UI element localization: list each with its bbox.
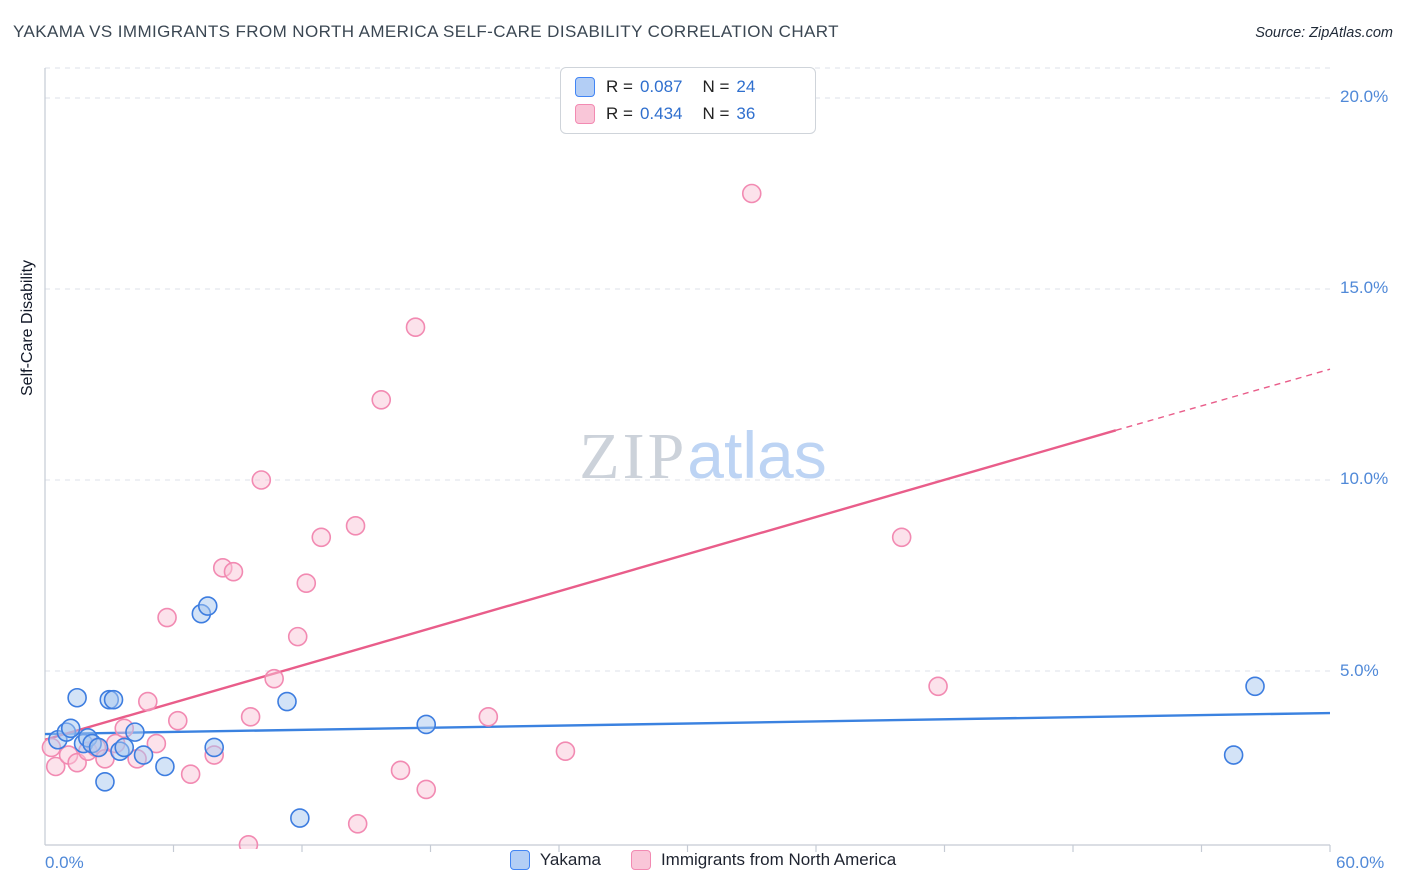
y-tick-10: 10.0% <box>1340 469 1389 488</box>
yakama-swatch-icon <box>509 850 530 870</box>
scatter-point[interactable] <box>290 808 310 828</box>
immigrants-swatch-icon <box>575 104 595 124</box>
y-tick-15: 15.0% <box>1340 278 1389 297</box>
n-value: 36 <box>736 104 756 123</box>
scatter-point[interactable] <box>180 764 201 784</box>
scatter-point[interactable] <box>45 756 66 777</box>
scatter-point[interactable] <box>416 779 437 800</box>
y-axis-label: Self-Care Disability <box>19 259 36 396</box>
legend-item-yakama: Yakama <box>509 850 601 870</box>
stats-row-immigrants: R = 0.434 N = 36 <box>575 104 801 124</box>
legend-label: Yakama <box>539 850 601 869</box>
scatter-point[interactable] <box>251 470 272 490</box>
bottom-legend: Yakama Immigrants from North America <box>0 850 1406 870</box>
scatter-point[interactable] <box>67 687 87 708</box>
scatter-point[interactable] <box>167 710 188 731</box>
n-label: N = <box>702 77 730 96</box>
scatter-point[interactable] <box>296 573 317 593</box>
scatter-point[interactable] <box>157 607 177 628</box>
scatter-point[interactable] <box>478 707 499 727</box>
r-value: 0.087 <box>639 77 683 96</box>
scatter-point[interactable] <box>928 676 948 697</box>
scatter-point[interactable] <box>103 689 124 710</box>
scatter-point[interactable] <box>390 760 411 781</box>
scatter-point[interactable] <box>287 626 308 647</box>
scatter-point[interactable] <box>345 516 366 536</box>
immigrants-swatch-icon <box>630 850 651 870</box>
scatter-point[interactable] <box>155 756 175 777</box>
x-tick-min: 0.0% <box>45 853 84 872</box>
r-label: R = <box>606 104 633 123</box>
scatter-point[interactable] <box>223 561 244 582</box>
scatter-point[interactable] <box>240 707 261 727</box>
scatter-point[interactable] <box>204 737 224 758</box>
scatter-point[interactable] <box>371 389 392 410</box>
r-value: 0.434 <box>639 104 683 123</box>
scatter-point[interactable] <box>741 183 762 204</box>
trend-line <box>44 711 1331 736</box>
trend-line <box>1115 368 1331 432</box>
y-tick-5: 5.0% <box>1340 661 1379 680</box>
scatter-point[interactable] <box>1223 745 1244 765</box>
scatter-point[interactable] <box>277 691 297 712</box>
trend-line <box>44 429 1117 741</box>
n-value: 24 <box>736 77 756 96</box>
scatter-point[interactable] <box>133 745 154 765</box>
source-link[interactable]: Source: ZipAtlas.com <box>1255 25 1393 41</box>
scatter-point[interactable] <box>1245 676 1265 697</box>
scatter-point[interactable] <box>138 691 158 712</box>
scatter-point[interactable] <box>114 737 135 758</box>
scatter-point[interactable] <box>555 741 576 762</box>
chart-title: YAKAMA VS IMMIGRANTS FROM NORTH AMERICA … <box>13 22 839 41</box>
scatter-point[interactable] <box>125 722 145 742</box>
scatter-point[interactable] <box>146 733 167 754</box>
scatter-point[interactable] <box>197 596 218 616</box>
scatter-point[interactable] <box>264 668 284 689</box>
legend-item-immigrants: Immigrants from North America <box>630 850 897 870</box>
x-tick-max: 60.0% <box>1336 853 1385 872</box>
scatter-point[interactable] <box>60 718 81 739</box>
scatter-point[interactable] <box>416 714 437 735</box>
y-tick-20: 20.0% <box>1340 87 1389 106</box>
scatter-points <box>41 183 1265 854</box>
yakama-swatch-icon <box>575 77 595 97</box>
scatter-point[interactable] <box>891 527 912 548</box>
scatter-point[interactable] <box>238 835 259 854</box>
scatter-point[interactable] <box>311 527 332 548</box>
scatter-point[interactable] <box>347 813 368 834</box>
scatter-point[interactable] <box>88 737 109 758</box>
legend-label: Immigrants from North America <box>660 850 897 869</box>
stats-legend: R = 0.087 N = 24 R = 0.434 N = 36 <box>560 67 816 134</box>
stats-row-yakama: R = 0.087 N = 24 <box>575 77 801 97</box>
trend-lines <box>44 368 1331 741</box>
scatter-point[interactable] <box>405 317 426 338</box>
scatter-point[interactable] <box>95 771 115 792</box>
r-label: R = <box>606 77 633 96</box>
n-label: N = <box>702 104 730 123</box>
